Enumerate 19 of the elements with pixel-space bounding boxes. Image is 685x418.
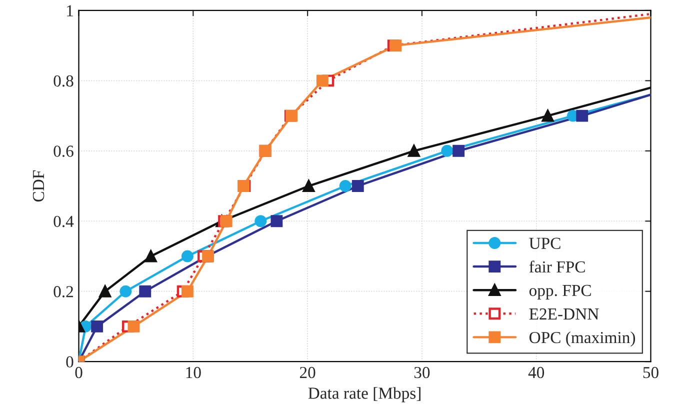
legend-label: E2E-DNN [529, 308, 599, 320]
y-tick-label: 0.8 [54, 75, 74, 87]
y-tick-label: 0.2 [54, 286, 73, 298]
y-axis-title: CDF [32, 170, 44, 202]
x-tick-label: 20 [300, 366, 316, 378]
x-tick-label: 50 [643, 366, 658, 378]
legend-label: opp. FPC [529, 284, 591, 300]
x-tick-label: 10 [186, 366, 201, 378]
legend-label: fair FPC [529, 260, 585, 273]
y-tick-label: 0.4 [54, 216, 74, 228]
y-tick-label: 1 [67, 5, 73, 16]
y-tick-label: 0.6 [54, 146, 74, 157]
y-tick-label: 0 [66, 356, 74, 368]
x-axis-title: Data rate [Mbps] [308, 387, 420, 402]
x-tick-label: 30 [414, 366, 430, 378]
x-tick-label: 40 [528, 366, 544, 378]
legend-label: UPC [529, 238, 560, 249]
legend-label: OPC (maximin) [529, 331, 636, 347]
x-tick-label: 0 [75, 366, 82, 378]
